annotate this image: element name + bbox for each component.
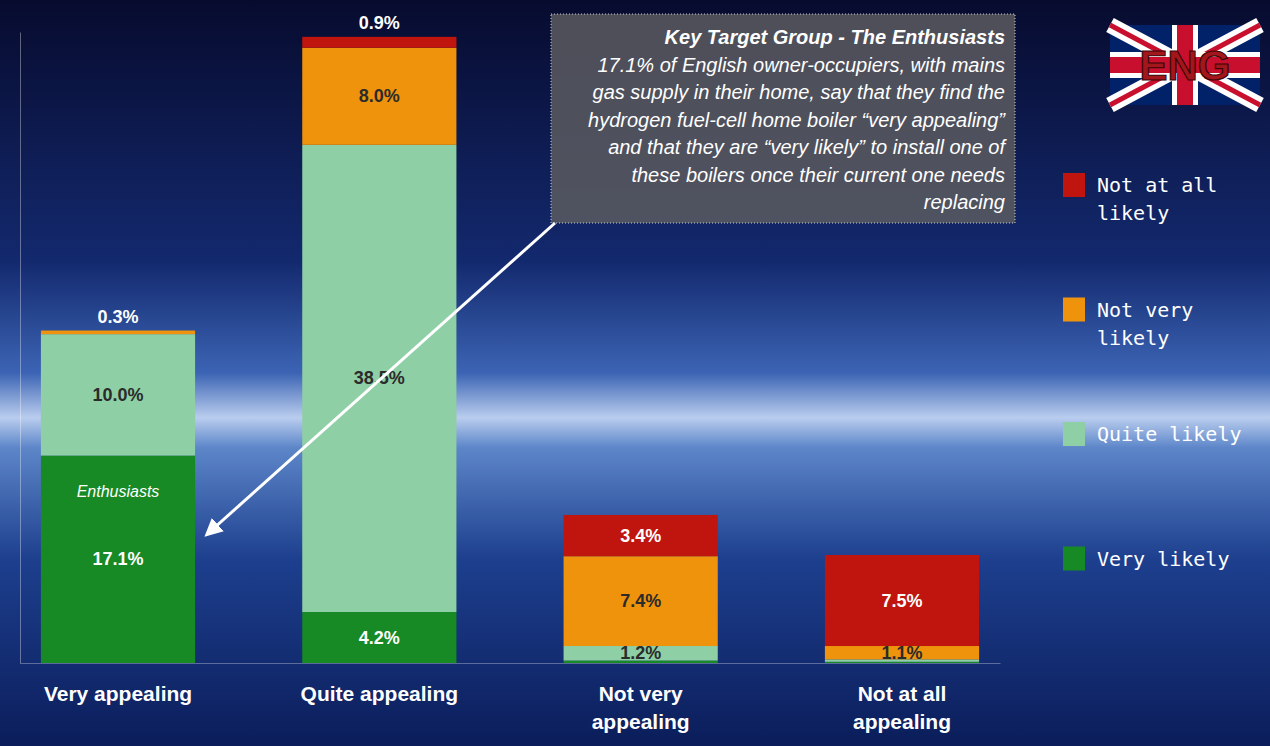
text-line: Quite likely [1097, 422, 1242, 446]
flag-saltire [1110, 25, 1260, 105]
x-axis: Very appealing Quite appealing Not very app… [21, 664, 1001, 734]
legend-label: Quite likely [1097, 422, 1242, 446]
g: Quite appealing [301, 682, 459, 705]
legend-label: Very likely [1097, 547, 1229, 571]
legend: Not at all likely Not very likely Quite like… [1063, 173, 1242, 571]
y-axis [20, 33, 21, 664]
flag-saltire-red [1110, 25, 1260, 105]
text-line: 17.1% of English owner-occupiers, with m… [597, 54, 1005, 76]
text-line: Very likely [1097, 547, 1229, 571]
y-axis-line [20, 33, 21, 664]
callout-arrow [207, 223, 555, 534]
bar-segment [41, 330, 195, 331]
data-label: 4.2% [359, 628, 400, 648]
text-line: likely [1097, 201, 1169, 225]
flag-saltire [1110, 25, 1260, 105]
callout-text: 17.1% of English owner-occupiers, with m… [588, 54, 1007, 213]
data-label: 0.9% [359, 13, 400, 33]
flag: ENG [1110, 25, 1260, 105]
data-label: 1.1% [881, 643, 922, 663]
bar-segment [41, 334, 195, 455]
bar-segment [302, 612, 456, 663]
text-line: replacing [924, 191, 1005, 213]
data-label: 8.0% [359, 86, 400, 106]
text-line: these boilers once their current one nee… [631, 164, 1005, 186]
flag-field [1110, 25, 1260, 105]
g: Very appealing [44, 682, 192, 705]
legend-swatch [1063, 298, 1085, 322]
text-line: Not at all [858, 682, 947, 705]
data-label: 10.0% [92, 385, 143, 405]
x-tick-label: Not very appealing [592, 682, 690, 733]
bar-segment [564, 515, 718, 556]
text-line: Not at all [1097, 173, 1217, 197]
callout-title: Key Target Group - The Enthusiasts [665, 26, 1005, 48]
text-line: appealing [853, 710, 951, 733]
text-line: Not very [599, 682, 683, 705]
text-line: Not very [1097, 298, 1193, 322]
flag-saltire-red [1110, 25, 1260, 105]
x-axis-line [21, 663, 1001, 664]
text-line: and that they are “very likely” to insta… [608, 136, 1007, 158]
legend-label: Not at all likely [1097, 173, 1217, 225]
legend-label: Not very likely [1097, 298, 1193, 350]
bar-segment [825, 555, 979, 646]
data-label: 17.1% [92, 549, 143, 569]
flag-label: ENG [1139, 42, 1230, 89]
data-label: 3.4% [620, 526, 661, 546]
legend-swatch [1063, 547, 1085, 571]
x-tick-label: Quite appealing [301, 682, 459, 705]
x-tick-label: Not at all appealing [853, 682, 951, 733]
data-label: 1.2% [620, 643, 661, 663]
chart: Very appealing Quite appealing Not very app… [0, 0, 1270, 746]
bar-segment [564, 556, 718, 646]
segment-annotation: Enthusiasts [77, 483, 160, 500]
g: Not very appealing [592, 682, 690, 733]
text-line: gas supply in their home, say that they … [593, 81, 1005, 103]
callout: Key Target Group - The Enthusiasts 17.1% … [551, 14, 1015, 223]
x-tick-label: Very appealing [44, 682, 192, 705]
text-line: Quite appealing [301, 682, 459, 705]
data-label: 7.4% [620, 591, 661, 611]
bar-segment [41, 331, 195, 335]
bar-segment [302, 48, 456, 145]
text-line: likely [1097, 326, 1169, 350]
text-line: hydrogen fuel-cell home boiler “very app… [588, 109, 1006, 131]
text-line: Very appealing [44, 682, 192, 705]
text-line: appealing [592, 710, 690, 733]
data-label: 7.5% [881, 591, 922, 611]
legend-swatch [1063, 422, 1085, 446]
bar-segment [302, 37, 456, 48]
legend-swatch [1063, 173, 1085, 197]
callout-box [551, 14, 1015, 223]
g: Not at all appealing [853, 682, 951, 733]
bar-segment [41, 455, 195, 663]
data-label: 0.3% [97, 307, 138, 327]
background [0, 0, 1270, 746]
